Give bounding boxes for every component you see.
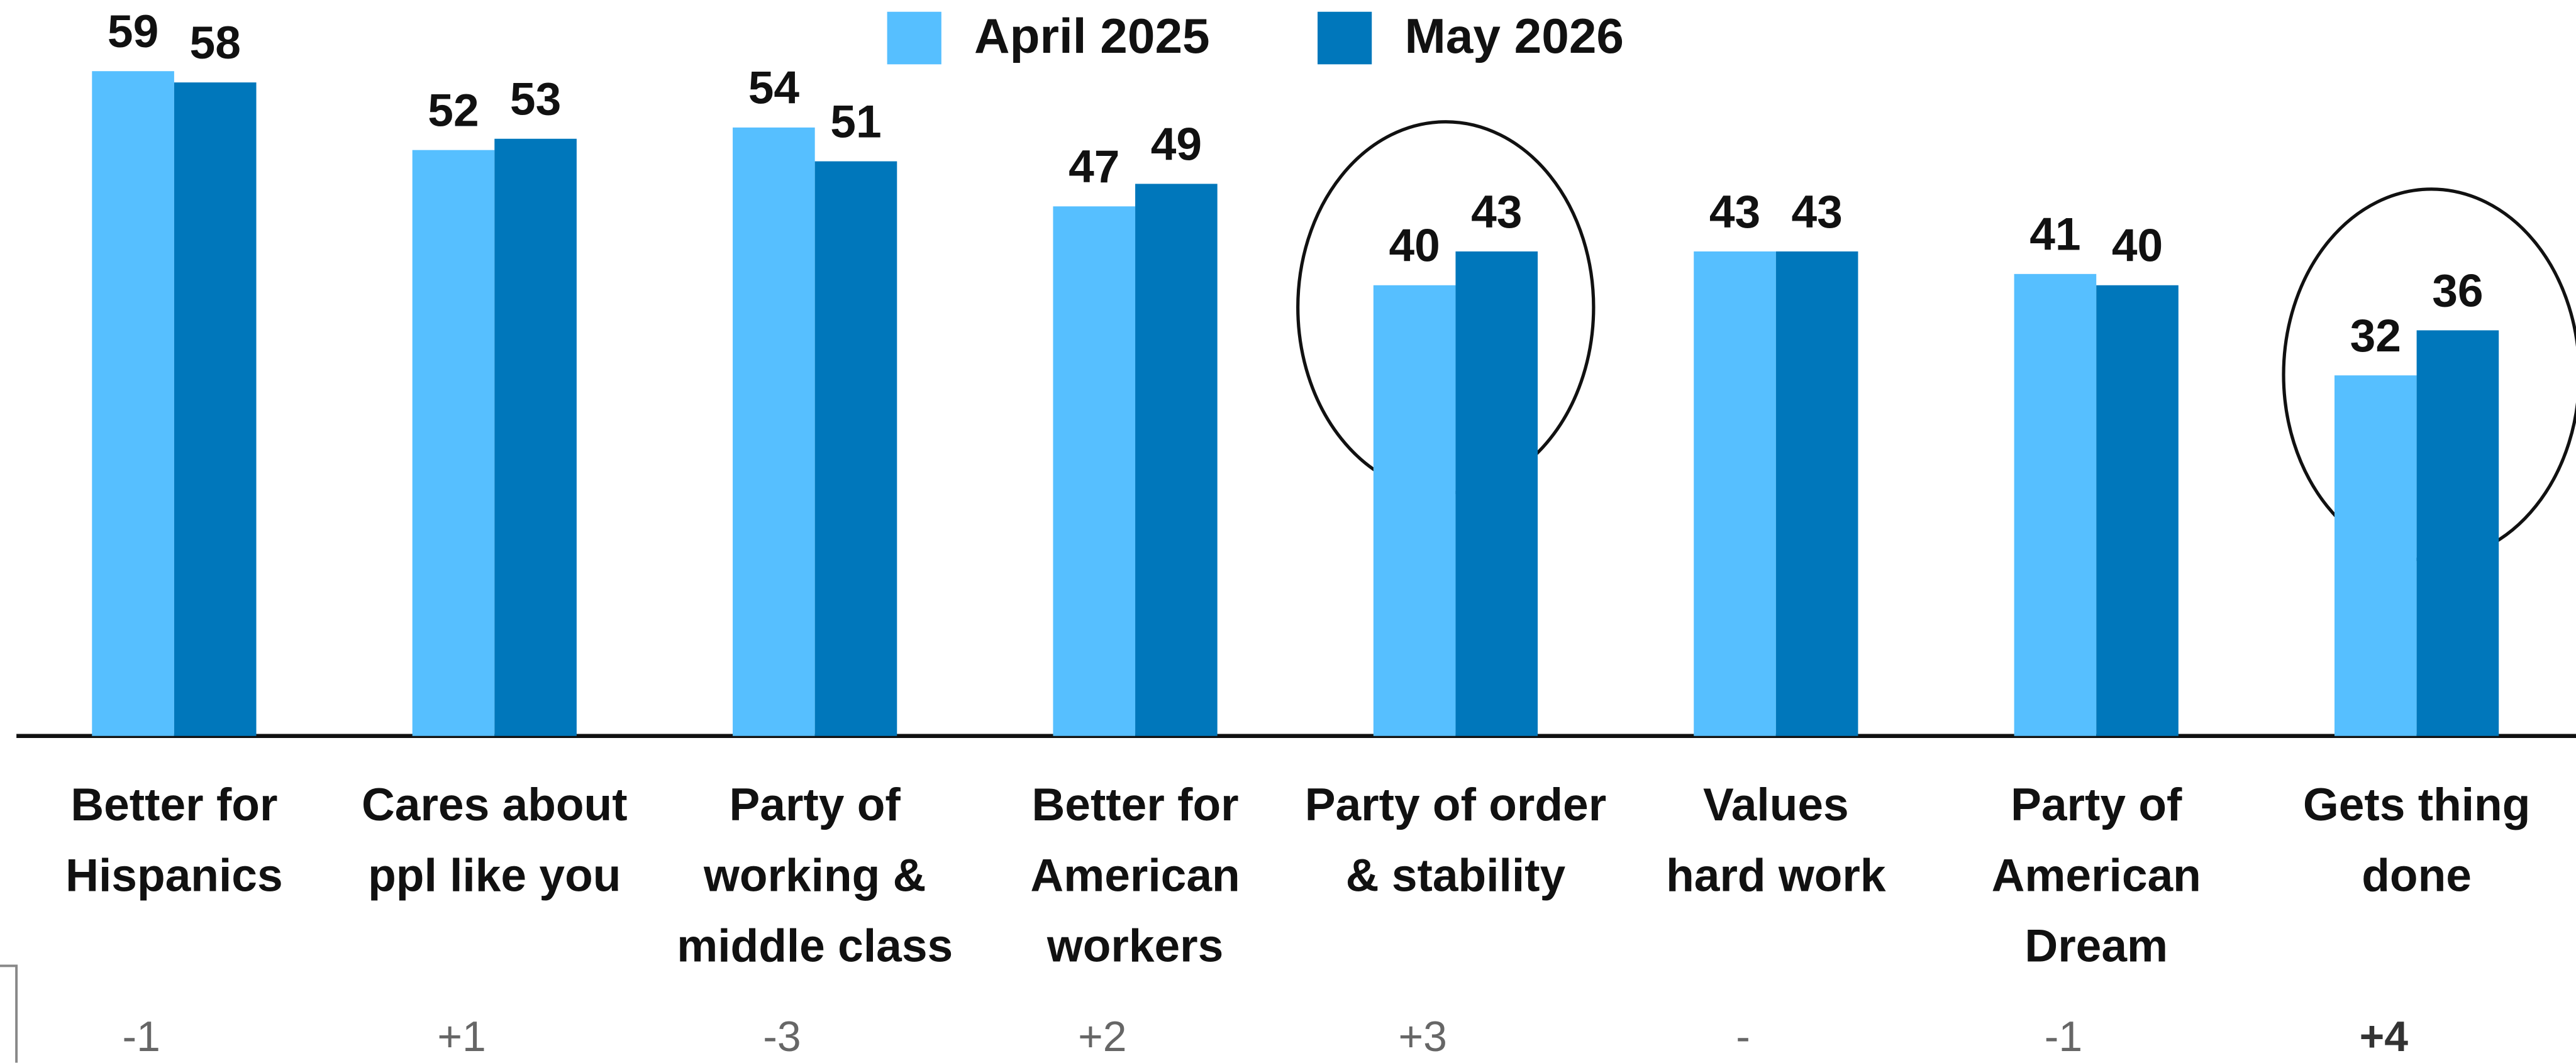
bar: [2416, 330, 2499, 736]
change-label: +4: [2360, 1013, 2409, 1060]
value-label: 40: [2112, 221, 2163, 272]
value-label: 52: [428, 85, 479, 136]
x-tick-label: Values: [1703, 779, 1849, 830]
value-label: 40: [1389, 221, 1440, 272]
value-label: 58: [190, 18, 241, 69]
bracket: [0, 964, 18, 1063]
bar: [412, 150, 495, 736]
x-tick-label: American: [1030, 850, 1240, 901]
x-tick-label: Better for: [1032, 779, 1239, 830]
bar: [1455, 251, 1538, 736]
bar: [2334, 375, 2417, 736]
bar: [1053, 206, 1136, 736]
value-label: 43: [1791, 187, 1842, 238]
change-label: +3: [1398, 1013, 1446, 1060]
bar: [1373, 285, 1456, 736]
bar: [2096, 285, 2179, 736]
x-tick-label: ppl like you: [368, 850, 621, 901]
value-label: 54: [748, 63, 800, 114]
bar: [2014, 273, 2097, 736]
legend-label: May 2026: [1404, 8, 1624, 63]
x-tick-label: Cares about: [362, 779, 628, 830]
legend-swatch: [1318, 11, 1372, 65]
value-label: 43: [1709, 187, 1760, 238]
bar: [494, 138, 577, 736]
x-tick-label: workers: [1046, 921, 1223, 972]
x-tick-label: hard work: [1666, 850, 1886, 901]
bar: [733, 127, 815, 736]
x-tick-label: Better for: [70, 779, 277, 830]
bar: [174, 82, 257, 736]
value-label: 53: [510, 74, 561, 125]
change-label: -3: [763, 1013, 801, 1060]
x-tick-label: working &: [703, 850, 926, 901]
change-label: +1: [437, 1013, 486, 1060]
value-label: 41: [2029, 209, 2080, 260]
x-tick-label: Gets thing: [2303, 779, 2531, 830]
bar: [814, 161, 897, 736]
bar: [1694, 251, 1776, 736]
change-label: +2: [1078, 1013, 1126, 1060]
x-tick-label: middle class: [677, 921, 953, 972]
bar: [1135, 184, 1218, 736]
value-label: 36: [2432, 265, 2483, 316]
change-label: -1: [122, 1013, 160, 1060]
bar: [92, 71, 174, 736]
change-label: -1: [2045, 1013, 2082, 1060]
x-tick-label: American: [1992, 850, 2201, 901]
x-tick-label: & stability: [1346, 850, 1566, 901]
value-label: 51: [830, 96, 881, 147]
value-label: 43: [1471, 187, 1522, 238]
value-label: 59: [108, 6, 158, 57]
legend-swatch: [887, 11, 941, 65]
x-tick-label: Party of: [730, 779, 901, 830]
value-label: 49: [1151, 119, 1202, 170]
x-tick-label: Party of: [2011, 779, 2182, 830]
value-label: 47: [1069, 141, 1119, 192]
x-tick-label: done: [2362, 850, 2472, 901]
legend-label: April 2025: [974, 8, 1210, 63]
bar: [1775, 251, 1858, 736]
x-tick-label: Party of order: [1305, 779, 1607, 830]
x-tick-label: Hispanics: [65, 850, 282, 901]
change-label: -: [1736, 1013, 1750, 1060]
value-label: 32: [2350, 311, 2401, 361]
x-tick-label: Dream: [2024, 921, 2168, 972]
